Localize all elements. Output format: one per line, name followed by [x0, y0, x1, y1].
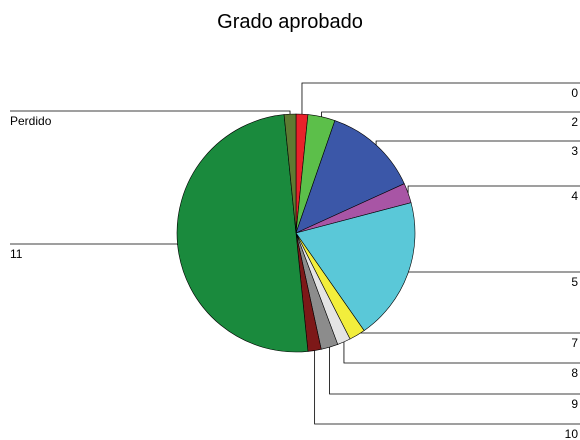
leader-line: [321, 111, 580, 117]
slice-label: 0: [571, 86, 578, 100]
leader-line: [314, 350, 580, 425]
pie-slice: [176, 114, 309, 353]
pie-slice: [295, 202, 416, 331]
leader-line: [375, 140, 580, 145]
leader-line: [343, 341, 580, 364]
slice-label: 10: [565, 427, 579, 440]
slice-label: 11: [10, 247, 23, 261]
leader-line: [10, 110, 291, 115]
slice-label: 7: [571, 336, 578, 350]
slice-label: Perdido: [10, 114, 52, 128]
slice-label: 3: [571, 144, 578, 158]
slices: [176, 113, 416, 353]
slice-label: 8: [571, 366, 578, 380]
slice-label: 4: [571, 189, 578, 203]
leader-line: [407, 185, 580, 194]
leader-line: [329, 347, 580, 395]
pie-slice: [283, 113, 297, 234]
chart-title: Grado aprobado: [217, 11, 363, 33]
leader-line: [301, 82, 580, 115]
pie-slice: [295, 120, 405, 234]
slice-label: 5: [571, 275, 578, 289]
slice-label: 2: [571, 115, 578, 129]
slice-label: 9: [571, 397, 578, 411]
